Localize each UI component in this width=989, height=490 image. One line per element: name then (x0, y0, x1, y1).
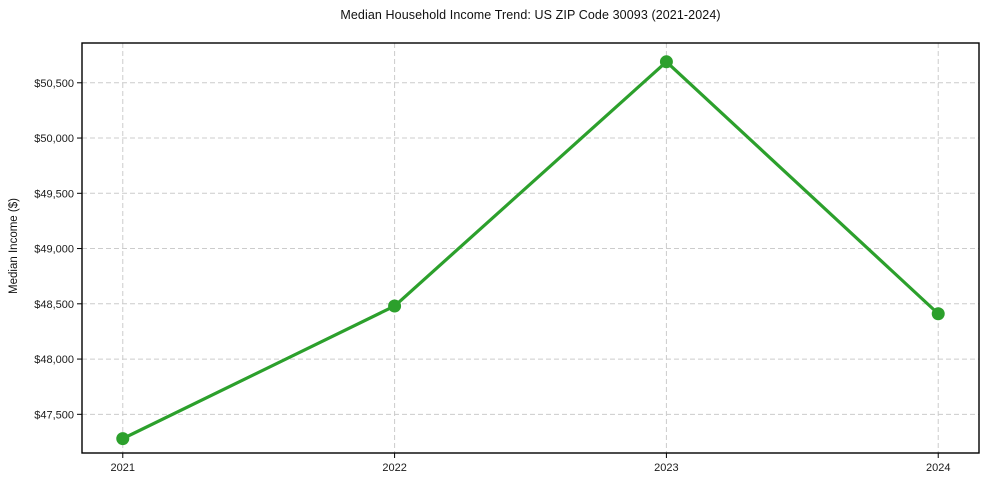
trend-line (121, 60, 940, 441)
data-point-marker (659, 55, 673, 69)
data-point-marker (116, 432, 130, 446)
x-tick-label: 2022 (382, 462, 406, 474)
y-tick-label: $48,500 (34, 299, 74, 311)
data-point-marker (388, 299, 402, 313)
plot-border (81, 42, 980, 454)
chart-title: Median Household Income Trend: US ZIP Co… (340, 8, 721, 22)
y-tick-label: $47,500 (34, 409, 74, 421)
y-tick-label: $48,000 (34, 354, 74, 366)
x-tick-label: 2023 (654, 462, 678, 474)
y-tick-label: $50,500 (34, 78, 74, 90)
x-tick-label: 2024 (926, 462, 950, 474)
y-tick-label: $49,000 (34, 244, 74, 256)
x-tick-label: 2021 (111, 462, 135, 474)
data-point-marker (931, 307, 945, 321)
y-tick-label: $50,000 (34, 133, 74, 145)
y-tick-label: $49,500 (34, 188, 74, 200)
